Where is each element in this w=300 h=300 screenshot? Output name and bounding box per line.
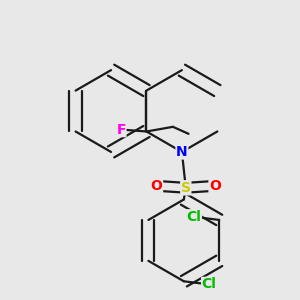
Text: Cl: Cl [187,210,201,224]
Text: N: N [176,145,188,159]
Text: O: O [209,179,221,193]
Text: Cl: Cl [202,278,217,291]
Text: F: F [116,122,126,136]
Text: O: O [151,179,163,193]
Text: S: S [181,181,191,195]
